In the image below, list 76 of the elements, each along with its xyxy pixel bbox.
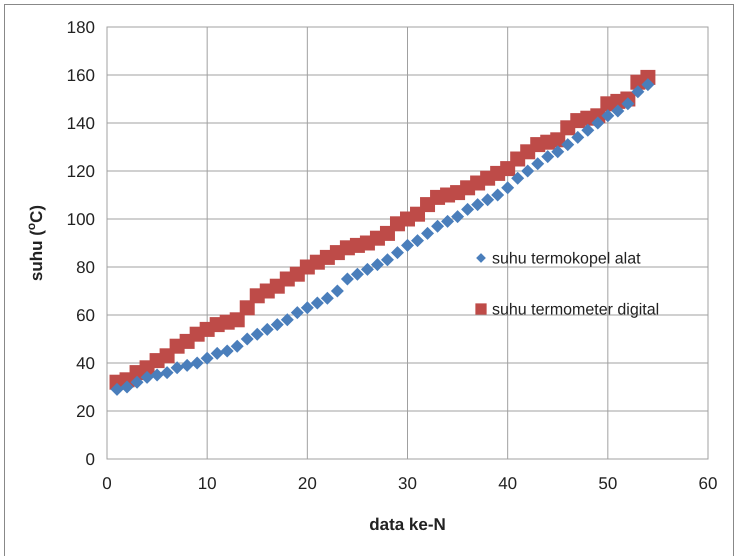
point: [511, 172, 524, 185]
legend-label: suhu termokopel alat: [492, 250, 642, 268]
point: [240, 300, 255, 316]
point: [140, 370, 154, 384]
y-tick-label: 100: [66, 210, 95, 229]
point: [631, 85, 644, 98]
y-tick-label: 120: [66, 162, 95, 181]
point: [240, 332, 254, 346]
point: [320, 292, 334, 305]
point: [571, 130, 584, 144]
point: [180, 358, 194, 372]
point: [411, 234, 424, 248]
point: [120, 380, 134, 394]
point: [380, 253, 394, 266]
point: [581, 124, 594, 137]
y-tick-label: 20: [76, 402, 95, 421]
x-axis-title: data ke-N: [369, 515, 446, 534]
legend-label: suhu termometer digital: [492, 302, 660, 319]
point: [350, 268, 364, 281]
point: [441, 214, 454, 228]
x-tick-label: 40: [498, 474, 518, 493]
point: [431, 220, 444, 233]
point: [340, 272, 354, 286]
y-tick-label: 160: [66, 66, 95, 85]
point: [521, 164, 534, 178]
point: [290, 306, 304, 320]
x-tick-label: 60: [698, 474, 718, 493]
point: [370, 258, 384, 272]
point: [591, 116, 604, 130]
y-tick-label: 180: [66, 18, 95, 37]
point: [501, 181, 514, 194]
point: [401, 238, 414, 252]
x-tick-label: 0: [102, 474, 112, 493]
point: [260, 322, 274, 336]
point: [310, 296, 324, 310]
point: [551, 145, 564, 158]
point: [210, 346, 224, 360]
point: [421, 226, 434, 240]
point: [300, 301, 314, 314]
point: [160, 366, 174, 380]
point: [200, 352, 214, 365]
point: [230, 340, 244, 353]
point: [471, 198, 484, 212]
y-tick-label: 0: [86, 450, 95, 469]
point: [621, 97, 634, 110]
point: [531, 157, 544, 170]
point: [451, 210, 464, 224]
point: [330, 284, 344, 298]
point: [110, 382, 124, 396]
point: [461, 202, 474, 216]
point: [561, 138, 574, 152]
y-tick-label: 60: [76, 306, 95, 325]
y-tick-label: 40: [76, 354, 95, 373]
point: [481, 193, 494, 206]
point: [541, 150, 554, 164]
point: [150, 368, 164, 382]
y-tick-label: 80: [76, 258, 95, 277]
point: [220, 344, 234, 358]
point: [601, 109, 614, 122]
point: [390, 246, 404, 260]
point: [641, 78, 654, 92]
point: [130, 376, 144, 389]
point: [491, 188, 504, 202]
point: [360, 262, 374, 276]
x-tick-label: 20: [298, 474, 317, 493]
point: [190, 356, 204, 370]
point: [230, 312, 245, 328]
point: [280, 313, 294, 326]
point: [250, 328, 264, 341]
x-tick-label: 30: [398, 474, 417, 493]
point: [270, 318, 284, 332]
x-tick-label: 10: [198, 474, 217, 493]
point: [611, 104, 624, 118]
x-tick-label: 50: [598, 474, 618, 493]
point: [170, 361, 184, 374]
y-tick-label: 140: [66, 114, 95, 133]
